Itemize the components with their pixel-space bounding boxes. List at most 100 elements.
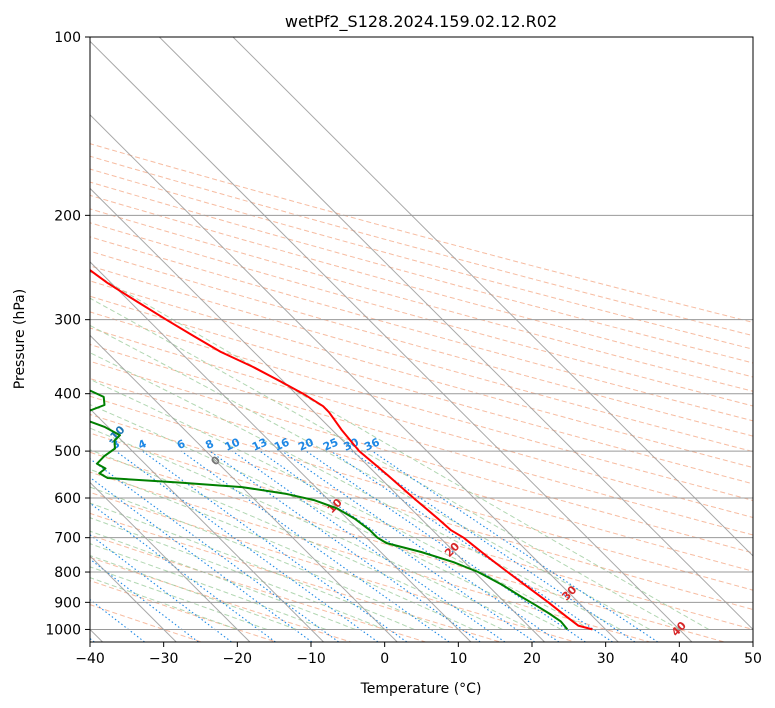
x-tick-label: −10 (296, 651, 326, 667)
dry-adiabat-line (90, 168, 753, 350)
moist-adiabat-line (90, 468, 474, 630)
x-tick-label: 10 (449, 651, 467, 667)
axes: −40 −30 −20 −10 0 10 20 30 40 50 100 200 300 400 500 60… (45, 30, 762, 667)
moist-adiabat-line (90, 486, 444, 630)
dry-adiabat-line (90, 432, 753, 630)
isotherm-line (90, 481, 251, 642)
dry-adiabat-line (90, 222, 753, 407)
mixing-ratio-label: 36 (362, 435, 382, 453)
dry-adiabat-line (90, 181, 753, 364)
background-line-grid: -100-90-80-70-60-50-40-30-20-10010203040… (5, 37, 753, 642)
dry-adiabat-line (90, 236, 753, 422)
y-tick-label: 1000 (45, 622, 81, 638)
mixing-ratio-line (281, 450, 560, 642)
isotherm-label-text: -20 (5, 397, 28, 420)
moist-adiabat-line (90, 378, 592, 630)
dry-adiabat-line (90, 343, 753, 536)
mixing-ratio-label: 1 (15, 437, 27, 452)
y-tick-label: 400 (54, 387, 81, 403)
y-tick-label: 800 (54, 565, 81, 581)
mixing-ratio-line (371, 450, 659, 642)
moist-adiabat-line (90, 427, 533, 630)
x-tick-label: −30 (149, 651, 179, 667)
mixing-ratio-label-text: 20 (296, 435, 316, 453)
moist-adiabat-line (90, 543, 326, 630)
dry-adiabat-line (90, 512, 501, 642)
x-tick-label: 0 (380, 651, 389, 667)
moist-adiabat-line (90, 566, 267, 630)
moist-adiabat-line (90, 577, 238, 630)
x-axis-label: Temperature (°C) (360, 681, 482, 697)
y-tick-label: 600 (54, 491, 81, 507)
y-tick-label: 200 (54, 208, 81, 224)
mixing-ratio-label: 30 (342, 435, 362, 453)
dry-adiabat-line (90, 311, 753, 501)
mixing-ratio-label-text: 1 (15, 437, 27, 452)
mixing-ratio-label-text: 10 (223, 435, 243, 453)
mixing-ratio-label-text: 25 (321, 436, 340, 454)
mixing-ratio-line (90, 558, 199, 642)
isotherm-line (90, 40, 693, 642)
dry-adiabat-line (90, 280, 753, 469)
y-tick-label: 900 (54, 595, 81, 611)
x-tick-label: 30 (597, 651, 615, 667)
mixing-ratio-label: 20 (296, 435, 316, 453)
y-tick-label: 700 (54, 531, 81, 547)
dry-adiabat-line (90, 155, 753, 337)
dry-adiabat-line (90, 604, 202, 642)
dry-adiabat-line (90, 413, 753, 611)
moist-adiabat-line (90, 530, 356, 630)
moist-adiabat-line (90, 324, 651, 630)
x-tick-label: 50 (744, 651, 762, 667)
x-tick-label: −40 (75, 651, 105, 667)
dry-adiabat-line (90, 265, 753, 453)
mixing-ratio-label: 13 (250, 436, 269, 454)
isotherm-line (90, 114, 619, 642)
mixing-ratio-label: 4 (136, 437, 149, 452)
y-tick-label: 100 (54, 30, 81, 46)
mixing-ratio-line (115, 450, 379, 642)
sounding-lines (90, 268, 593, 631)
moist-adiabat-line (90, 404, 562, 630)
mixing-ratio-line (90, 458, 339, 642)
dry-adiabat-line (90, 534, 426, 642)
mixing-ratio-label-text: 6 (175, 437, 188, 452)
x-tick-label: 20 (523, 651, 541, 667)
x-tick-label: −20 (223, 651, 253, 667)
isotherm-line (90, 334, 398, 642)
isotherm-line (90, 187, 545, 642)
mixing-ratio-label-text: 4 (136, 437, 149, 452)
dry-adiabat-line (90, 250, 753, 437)
isotherm-line (90, 261, 472, 642)
isotherm-line (232, 37, 753, 557)
chart-title: wetPf2_S128.2024.159.02.12.R02 (285, 12, 557, 32)
dewpoint-series-line (90, 389, 569, 631)
dry-adiabat-line (90, 295, 753, 485)
mixing-ratio-label-text: 30 (342, 435, 362, 453)
dry-adiabat-line (90, 395, 753, 591)
mixing-ratio-label-text: 36 (362, 435, 382, 453)
moist-adiabat-line (90, 554, 297, 630)
isotherm-label: -20 (5, 397, 28, 420)
isotherm-line (158, 37, 753, 631)
dry-adiabat-line (90, 451, 725, 642)
dry-adiabat-line (90, 378, 753, 572)
x-tick-label: 40 (670, 651, 688, 667)
dry-adiabat-line (90, 471, 650, 642)
temperature-series-line (90, 268, 593, 631)
plot-frame (89, 36, 754, 643)
mixing-ratio-line (351, 450, 636, 642)
moist-adiabat-line (90, 271, 710, 630)
y-tick-label: 300 (54, 313, 81, 329)
isotherm-line (90, 408, 324, 642)
mixing-ratio-label: 10 (223, 435, 243, 453)
y-axis-label: Pressure (hPa) (12, 289, 28, 389)
mixing-ratio-label-text: 16 (272, 435, 292, 453)
dry-adiabat-line (90, 360, 753, 554)
mixing-ratio-label: 16 (272, 435, 292, 453)
mixing-ratio-line (180, 450, 450, 642)
dry-adiabat-line (90, 194, 753, 378)
dry-adiabat-line (90, 327, 753, 519)
moist-adiabat-line (90, 517, 385, 630)
